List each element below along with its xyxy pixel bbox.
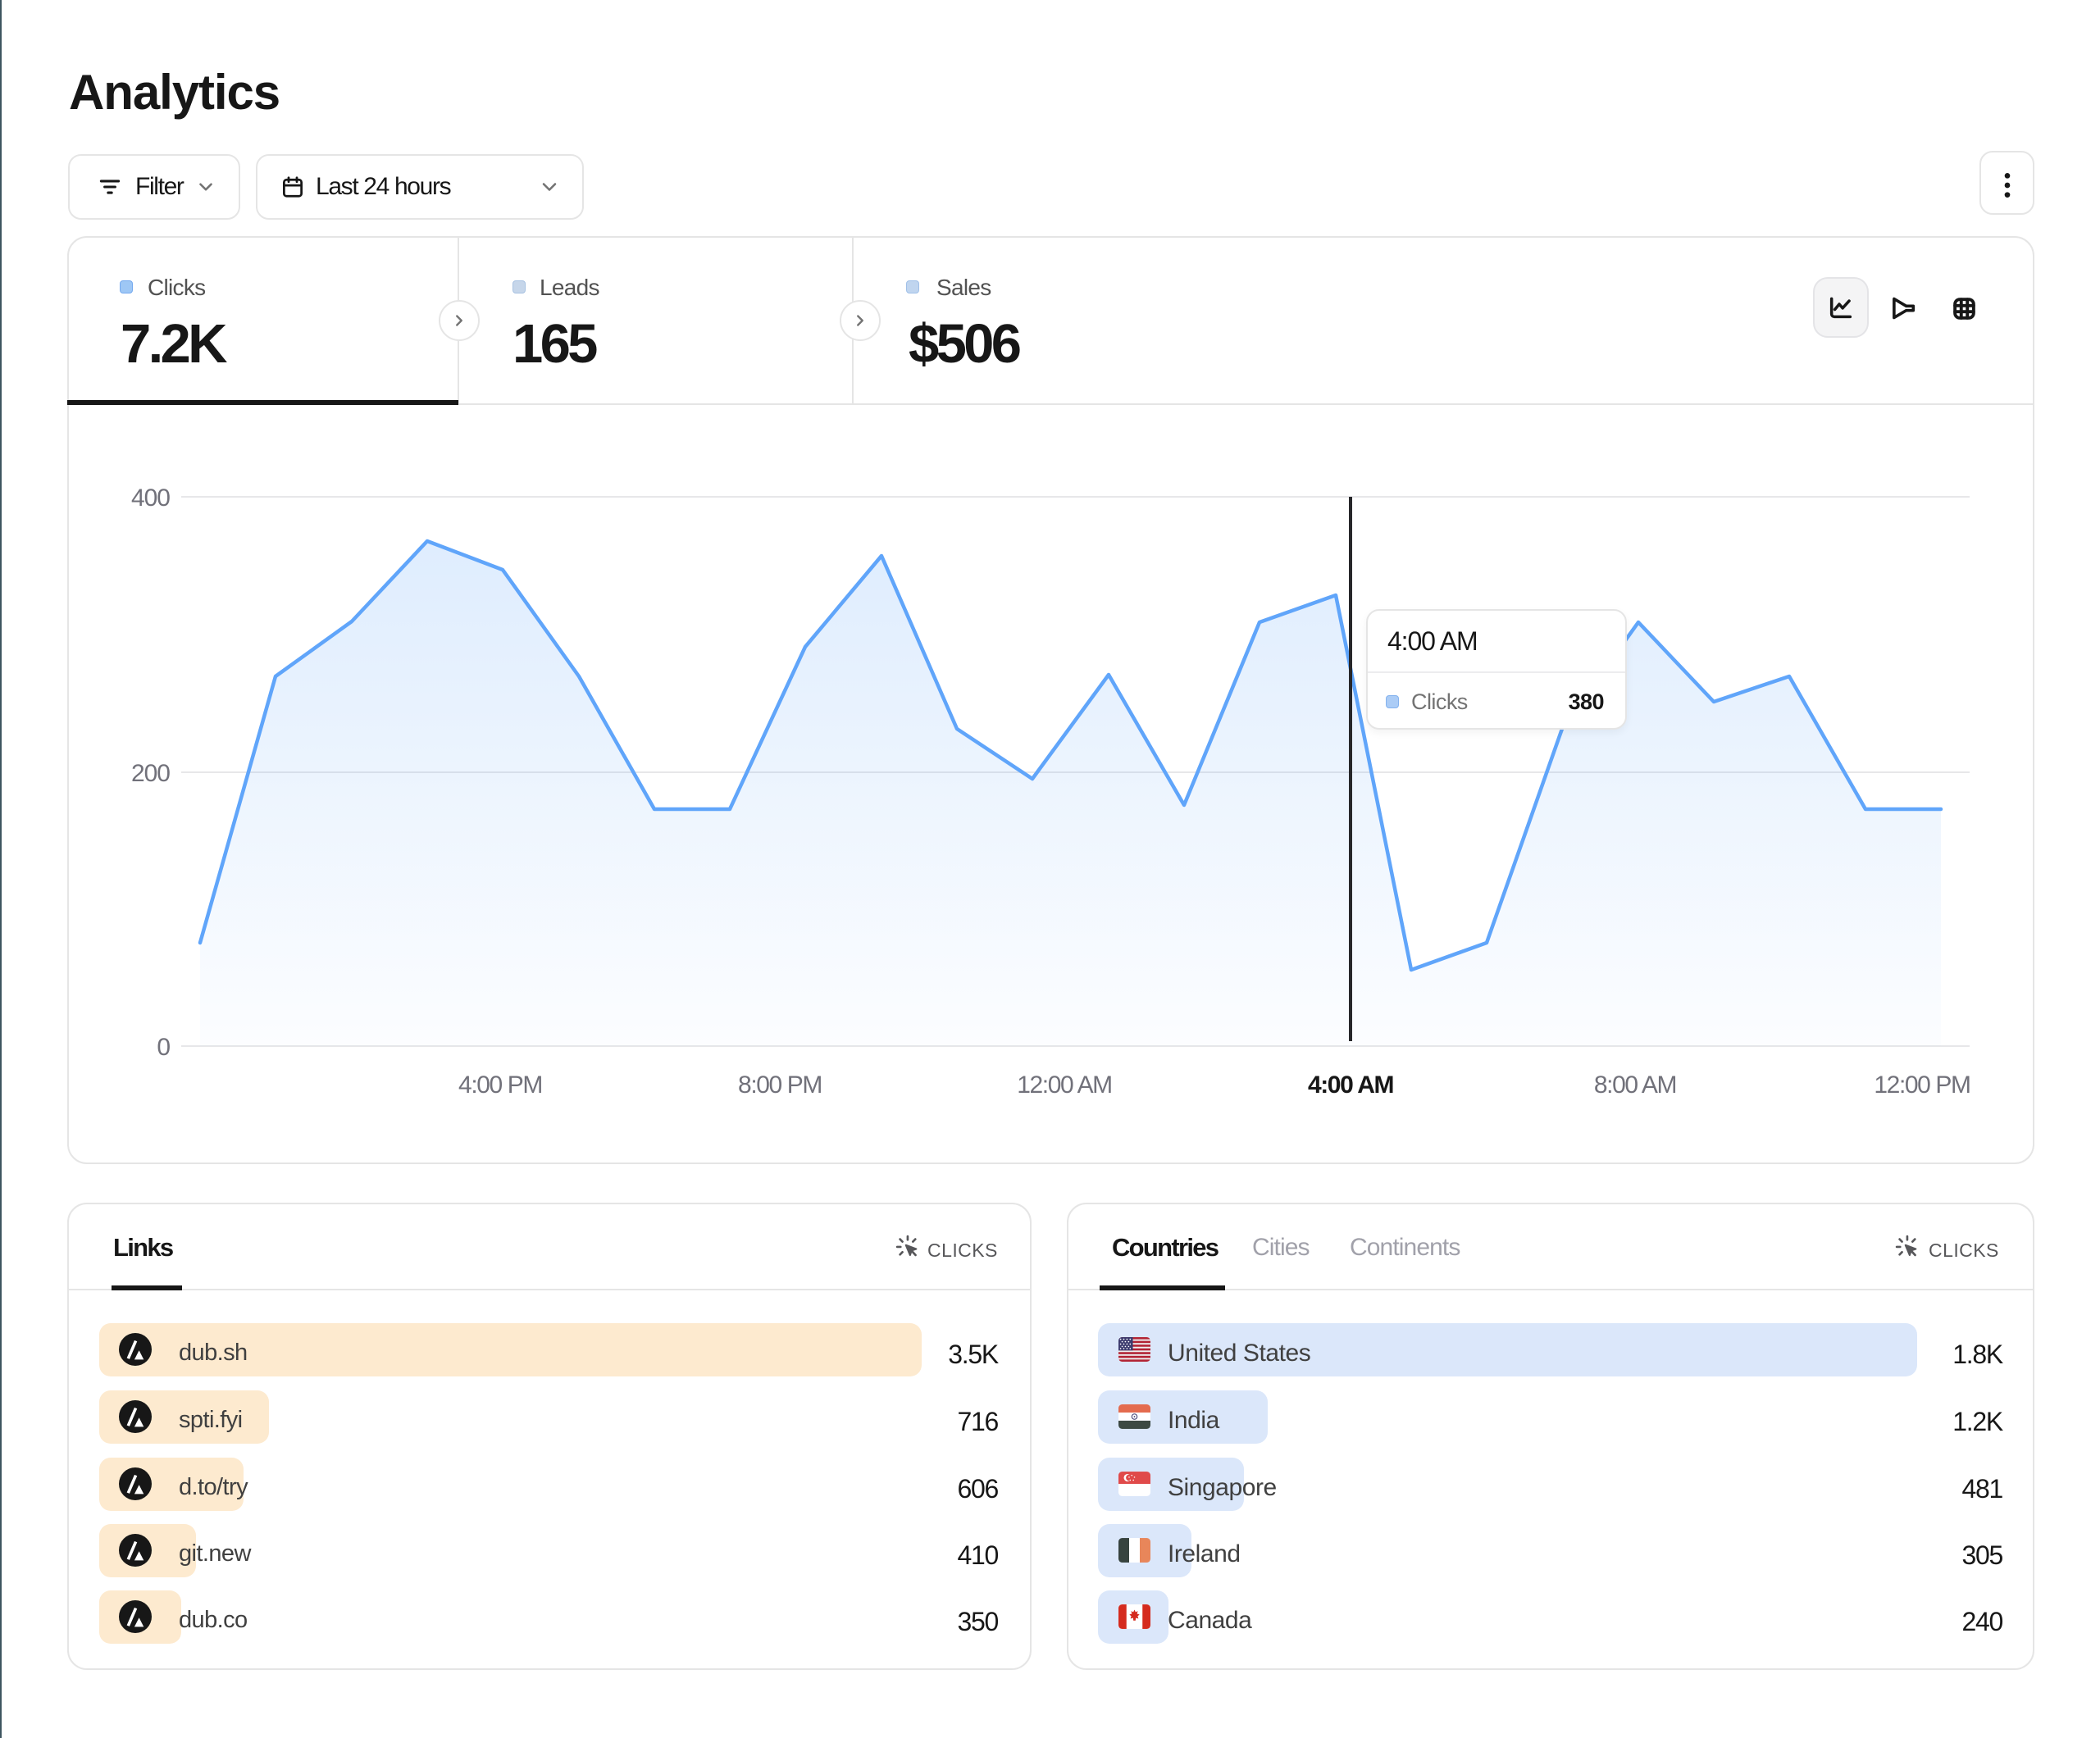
svg-text:8:00 AM: 8:00 AM bbox=[1594, 1071, 1676, 1099]
svg-text:12:00 PM: 12:00 PM bbox=[1874, 1071, 1970, 1099]
svg-text:400: 400 bbox=[131, 485, 170, 512]
svg-text:200: 200 bbox=[131, 760, 170, 787]
svg-text:4:00 AM: 4:00 AM bbox=[1308, 1071, 1393, 1099]
svg-text:12:00 AM: 12:00 AM bbox=[1017, 1071, 1112, 1099]
svg-text:0: 0 bbox=[157, 1034, 170, 1061]
svg-text:4:00 PM: 4:00 PM bbox=[458, 1071, 542, 1099]
svg-text:8:00 PM: 8:00 PM bbox=[738, 1071, 822, 1099]
